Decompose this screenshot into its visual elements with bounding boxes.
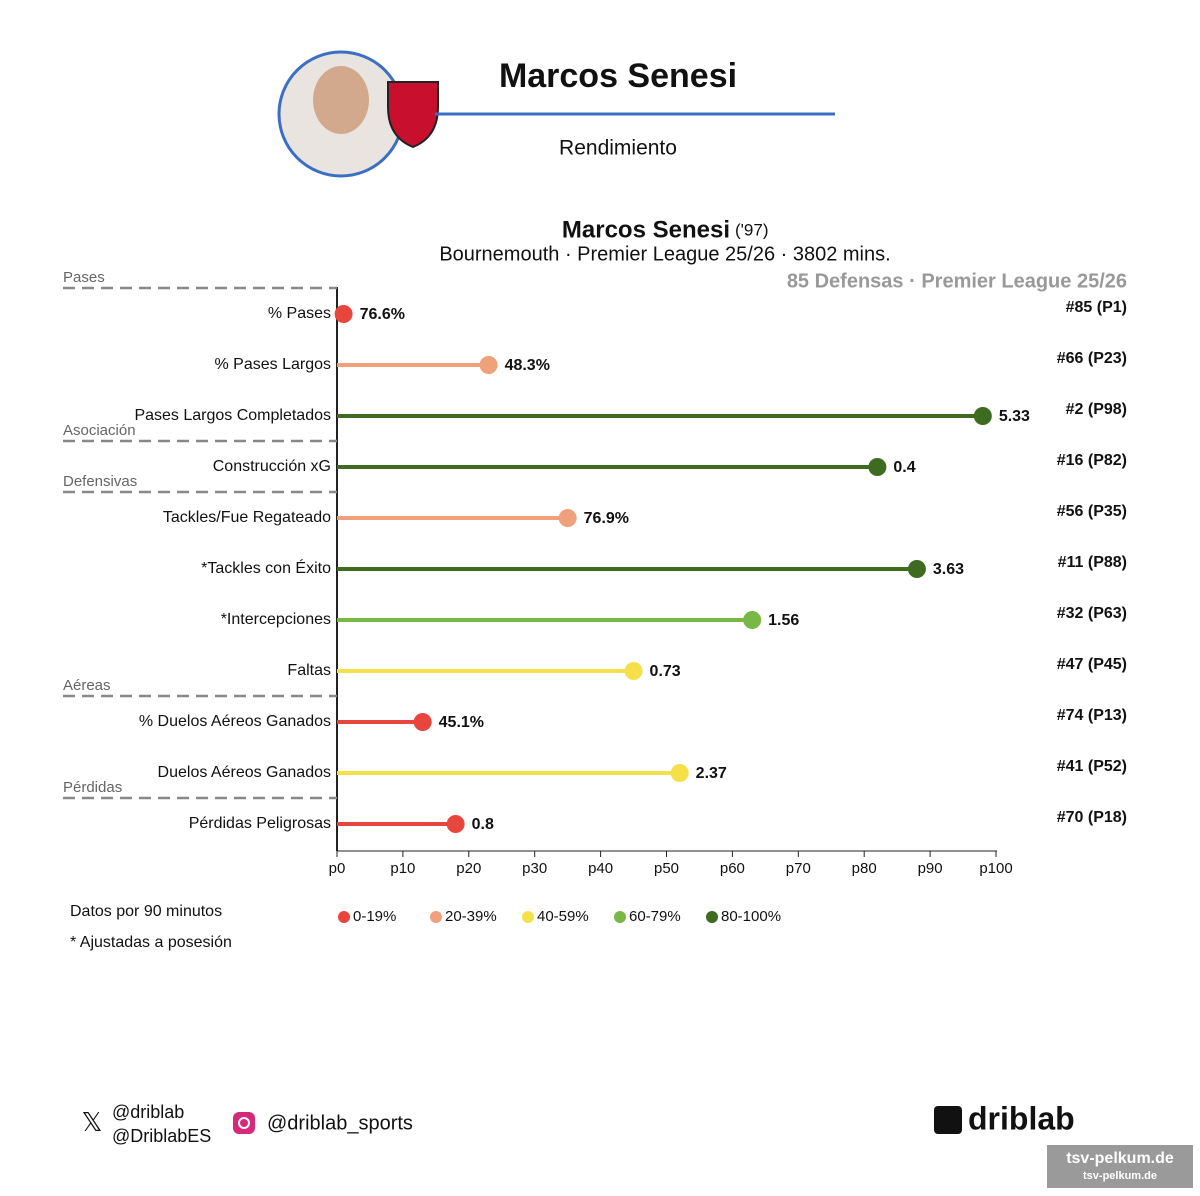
- stat-label: 5.33: [999, 408, 1030, 425]
- category-label: Tackles/Fue Regateado: [163, 509, 331, 526]
- rank-label: #2 (P98): [1066, 401, 1127, 418]
- category-label: *Tackles con Éxito: [201, 558, 331, 577]
- twitter-handle[interactable]: @driblab: [112, 1102, 184, 1122]
- watermark-box: [1047, 1145, 1193, 1188]
- legend-label: 20-39%: [445, 908, 497, 925]
- section-label: Defensivas: [63, 473, 137, 490]
- instagram-handle[interactable]: @driblab_sports: [267, 1112, 413, 1134]
- section-label: Pérdidas: [63, 779, 122, 796]
- category-label: Faltas: [287, 662, 331, 679]
- note: Datos por 90 minutos: [70, 903, 222, 920]
- category-label: *Intercepciones: [221, 611, 331, 628]
- stat-label: 0.73: [650, 663, 681, 680]
- x-icon: 𝕏: [82, 1107, 103, 1137]
- logo-mark: [934, 1106, 962, 1134]
- legend-dot: [430, 911, 442, 923]
- category-label: % Duelos Aéreos Ganados: [139, 713, 331, 730]
- stat-label: 76.9%: [584, 510, 629, 527]
- dot: [558, 509, 577, 527]
- stat-label: 0.4: [893, 459, 915, 476]
- category-label: Duelos Aéreos Ganados: [158, 764, 331, 781]
- section-label: Aéreas: [63, 677, 111, 694]
- dot: [973, 407, 992, 425]
- rank-label: #66 (P23): [1057, 350, 1127, 367]
- dot: [479, 356, 498, 374]
- chart-title-note: ('97): [735, 220, 768, 239]
- dot: [334, 305, 353, 323]
- stat-label: 48.3%: [505, 357, 550, 374]
- x-tick-label: p70: [786, 860, 811, 877]
- stat-label: 0.8: [472, 816, 494, 833]
- header-title: Marcos Senesi: [499, 57, 737, 95]
- comparison: 85 Defensas · Premier League 25/26: [787, 270, 1127, 292]
- dot: [743, 611, 762, 629]
- legend-dot: [338, 911, 350, 923]
- note: * Ajustadas a posesión: [70, 934, 232, 951]
- rank-label: #32 (P63): [1057, 605, 1127, 622]
- twitter-handle[interactable]: @DriblabES: [112, 1126, 211, 1146]
- legend-dot: [522, 911, 534, 923]
- rank-label: #85 (P1): [1066, 299, 1127, 316]
- instagram-icon: [233, 1112, 255, 1134]
- logo: driblab: [968, 1100, 1075, 1136]
- section-label: Pases: [63, 269, 105, 286]
- x-tick-label: p100: [979, 860, 1012, 877]
- x-tick-label: p40: [588, 860, 613, 877]
- chart-title: Marcos Senesi: [562, 216, 730, 243]
- legend-dot: [614, 911, 626, 923]
- header-subtitle: Rendimiento: [559, 137, 677, 160]
- category-label: % Pases Largos: [214, 356, 331, 373]
- rank-label: #74 (P13): [1057, 707, 1127, 724]
- legend-label: 40-59%: [537, 908, 589, 925]
- chart-subtitle: Bournemouth · Premier League 25/26 · 380…: [439, 243, 890, 265]
- category-label: Pases Largos Completados: [134, 407, 331, 424]
- rank-label: #56 (P35): [1057, 503, 1127, 520]
- dot: [446, 815, 465, 833]
- legend-label: 0-19%: [353, 908, 396, 925]
- dot: [868, 458, 887, 476]
- x-tick-label: p30: [522, 860, 547, 877]
- legend-label: 80-100%: [721, 908, 781, 925]
- dot: [413, 713, 432, 731]
- dot: [907, 560, 926, 578]
- stat-label: 2.37: [696, 765, 727, 782]
- x-tick-label: p90: [918, 860, 943, 877]
- dot: [670, 764, 689, 782]
- rank-label: #16 (P82): [1057, 452, 1127, 469]
- player-face: [313, 66, 369, 134]
- category-label: Pérdidas Peligrosas: [189, 815, 331, 832]
- rank-label: #11 (P88): [1058, 554, 1127, 571]
- section-label: Asociación: [63, 422, 136, 439]
- x-tick-label: p60: [720, 860, 745, 877]
- watermark: tsv-pelkum.de: [1066, 1150, 1174, 1167]
- legend-dot: [706, 911, 718, 923]
- stat-label: 45.1%: [439, 714, 484, 731]
- stat-label: 3.63: [933, 561, 964, 578]
- instagram-icon-lens: [238, 1117, 250, 1129]
- dot: [624, 662, 643, 680]
- category-label: % Pases: [268, 305, 331, 322]
- rank-label: #41 (P52): [1057, 758, 1127, 775]
- x-tick-label: p0: [329, 860, 346, 877]
- x-tick-label: p50: [654, 860, 679, 877]
- rank-label: #47 (P45): [1057, 656, 1127, 673]
- stat-label: 76.6%: [360, 306, 405, 323]
- legend-label: 60-79%: [629, 908, 681, 925]
- rank-label: #70 (P18): [1057, 809, 1127, 826]
- x-tick-label: p80: [852, 860, 877, 877]
- watermark: tsv-pelkum.de: [1083, 1170, 1157, 1182]
- stat-label: 1.56: [768, 612, 799, 629]
- category-label: Construcción xG: [213, 458, 331, 475]
- x-tick-label: p10: [390, 860, 415, 877]
- x-tick-label: p20: [456, 860, 481, 877]
